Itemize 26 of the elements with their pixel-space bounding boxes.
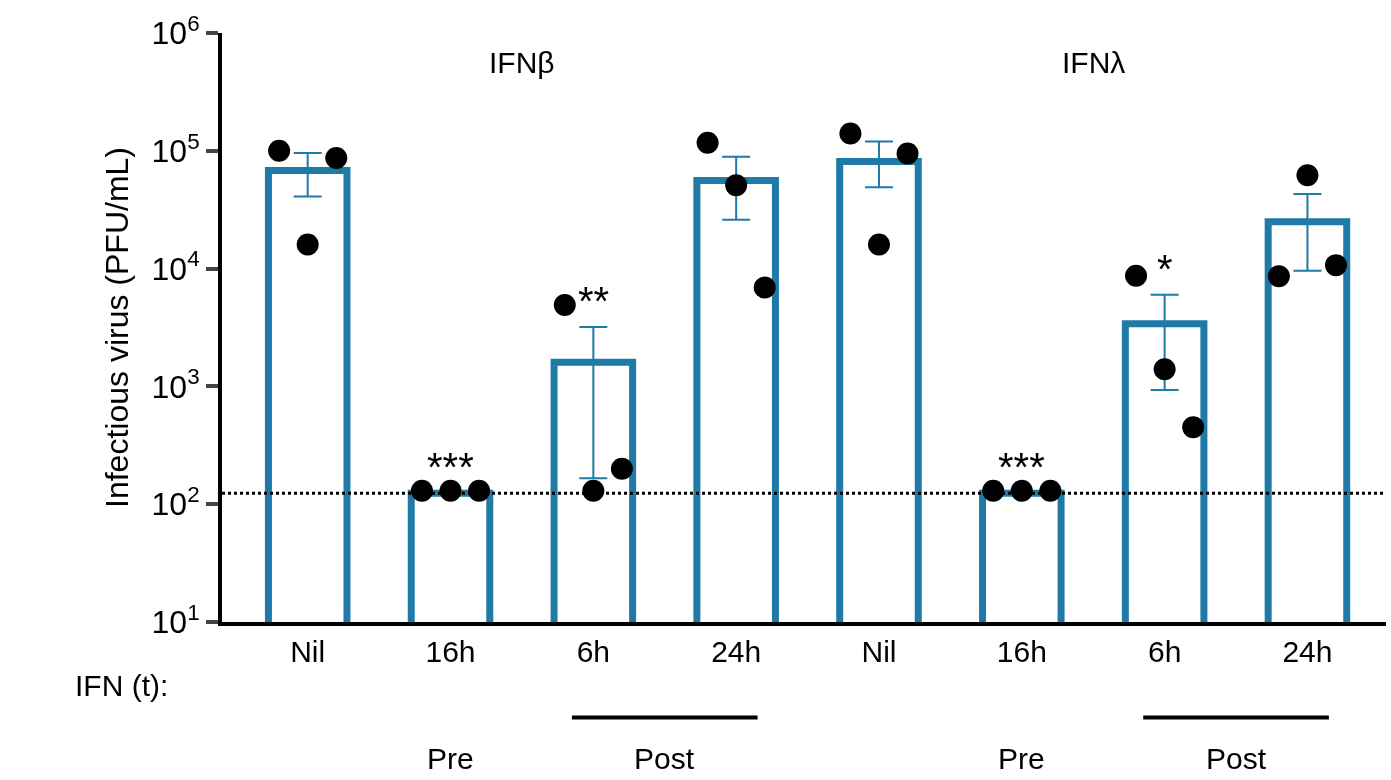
x-tick-label: 6h [1147, 635, 1182, 668]
y-tick-label: 10$^{2}$ [151, 481, 200, 523]
y-tick-label: 10$^{4}$ [151, 246, 200, 287]
x-tick-label: Nil [290, 635, 326, 668]
data-label: ** [578, 279, 610, 323]
x-tick-label: 24h [711, 635, 762, 668]
x-tick-label: 16h [996, 635, 1047, 668]
text: Post [634, 742, 695, 775]
y-tick-label: 10$^{3}$ [151, 364, 200, 405]
data-label: * [1157, 247, 1173, 291]
x-tick-label: 6h [576, 635, 611, 668]
x-tick-label: 24h [1282, 635, 1333, 668]
text: Post [1206, 742, 1267, 775]
x-tick-label: 16h [425, 635, 476, 668]
y-axis-title: Infectious virus (PFU/mL) [99, 147, 136, 508]
text: Pre [998, 742, 1045, 775]
annotation: IFNλ [1062, 46, 1126, 79]
text: Pre [427, 742, 474, 775]
y-tick-label: 10$^{1}$ [151, 599, 200, 641]
annotation: IFNβ [489, 46, 555, 79]
y-tick-label: 10$^{6}$ [151, 10, 200, 52]
x-tick-label: Nil [861, 635, 897, 668]
data-label: *** [427, 445, 474, 489]
text: IFN (t): [75, 669, 169, 702]
data-label: *** [998, 445, 1045, 489]
y-tick-label: 10$^{5}$ [151, 128, 200, 169]
